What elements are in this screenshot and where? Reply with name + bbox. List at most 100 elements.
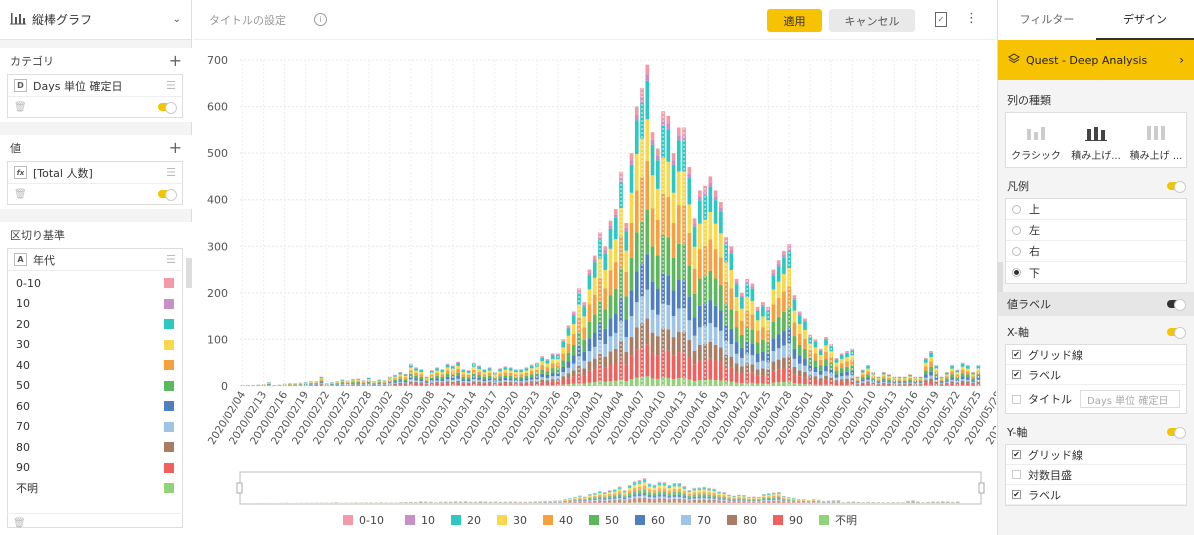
bar-segment bbox=[613, 332, 618, 349]
navigator-bar-segment bbox=[627, 493, 632, 496]
checkbox-checked[interactable] bbox=[1012, 490, 1021, 499]
color-swatch[interactable] bbox=[164, 319, 174, 330]
value-toggle[interactable] bbox=[158, 189, 177, 201]
color-swatch[interactable] bbox=[164, 380, 174, 391]
y-axis-labels[interactable]: ラベル bbox=[1006, 485, 1186, 505]
menu-icon[interactable]: ☰ bbox=[166, 79, 176, 92]
menu-icon[interactable]: ☰ bbox=[166, 166, 176, 179]
tab-design[interactable]: デザイン bbox=[1096, 0, 1194, 40]
x-axis-title-input[interactable]: Days 単位 確定日 bbox=[1080, 390, 1180, 408]
y-axis-toggle[interactable] bbox=[1167, 427, 1186, 439]
chart-title-input[interactable]: タイトルの設定 bbox=[209, 14, 286, 27]
breakdown-item[interactable]: 30 bbox=[8, 335, 182, 356]
add-category-icon[interactable]: + bbox=[168, 51, 182, 70]
column-type-stacked-100[interactable]: 積み上げ ... bbox=[1126, 113, 1186, 167]
more-options-icon[interactable]: ⋮ bbox=[965, 11, 978, 26]
bar-segment bbox=[671, 337, 676, 356]
tab-filter[interactable]: フィルター bbox=[1019, 13, 1075, 26]
color-swatch[interactable] bbox=[164, 298, 174, 309]
chart-type-selector[interactable]: 縦棒グラフ ⌄ bbox=[0, 0, 191, 40]
breakdown-item[interactable]: 50 bbox=[8, 376, 182, 397]
quest-deep-analysis-button[interactable]: Quest - Deep Analysis › bbox=[998, 40, 1194, 80]
bar-segment bbox=[393, 383, 397, 385]
breakdown-item[interactable]: 20 bbox=[8, 314, 182, 335]
legend-position-bottom[interactable]: 下 bbox=[1006, 262, 1186, 283]
bar-segment bbox=[966, 368, 970, 372]
bar-segment bbox=[461, 370, 466, 373]
legend-toggle[interactable] bbox=[1167, 181, 1186, 193]
bar-segment bbox=[629, 164, 634, 193]
value-label-toggle[interactable] bbox=[1167, 299, 1186, 311]
bar-segment bbox=[561, 379, 566, 385]
checkbox-checked[interactable] bbox=[1012, 370, 1021, 379]
color-swatch[interactable] bbox=[164, 360, 174, 371]
add-value-icon[interactable]: + bbox=[168, 138, 182, 157]
trash-icon[interactable]: 🗑 bbox=[14, 101, 27, 113]
navigator-bar-segment bbox=[727, 499, 731, 501]
column-type-stacked[interactable]: 積み上げ... bbox=[1066, 113, 1126, 167]
legend-position-left[interactable]: 左 bbox=[1006, 220, 1186, 241]
x-axis-toggle[interactable] bbox=[1167, 327, 1186, 339]
navigator-bar-segment bbox=[662, 485, 667, 489]
checkbox-unchecked[interactable] bbox=[1012, 394, 1021, 404]
breakdown-item[interactable]: 40 bbox=[8, 355, 182, 376]
bar-segment bbox=[571, 345, 576, 356]
x-axis-gridlines[interactable]: グリッド線 bbox=[1006, 345, 1186, 365]
color-swatch[interactable] bbox=[164, 339, 174, 350]
bar-segment bbox=[414, 372, 418, 376]
x-axis-labels[interactable]: ラベル bbox=[1006, 365, 1186, 385]
trash-icon[interactable]: 🗑 bbox=[14, 188, 27, 200]
checkbox-checked[interactable] bbox=[1012, 450, 1021, 459]
menu-icon[interactable]: ☰ bbox=[166, 253, 176, 266]
bar-segment bbox=[267, 383, 271, 384]
bar-segment bbox=[477, 381, 481, 384]
checkbox-unchecked[interactable] bbox=[1012, 470, 1021, 479]
color-swatch[interactable] bbox=[164, 462, 174, 473]
y-axis-gridlines[interactable]: グリッド線 bbox=[1006, 445, 1186, 465]
bar-segment bbox=[792, 322, 797, 337]
color-swatch[interactable] bbox=[164, 442, 174, 453]
trash-icon[interactable]: 🗑 bbox=[13, 518, 26, 529]
breakdown-item[interactable]: 80 bbox=[8, 437, 182, 458]
bar-segment bbox=[356, 384, 361, 386]
breakdown-item[interactable]: 不明 bbox=[8, 478, 182, 499]
category-field[interactable]: D Days 単位 確定日 ☰ bbox=[8, 75, 182, 97]
breakdown-field[interactable]: A 年代 ☰ bbox=[8, 249, 182, 271]
value-label-row: 値ラベル bbox=[998, 292, 1194, 316]
column-type-classic[interactable]: クラシック bbox=[1006, 113, 1066, 167]
value-field[interactable]: fx [Total 人数] ☰ bbox=[8, 162, 182, 184]
category-toggle[interactable] bbox=[158, 102, 177, 114]
y-axis-log-scale[interactable]: 対数目盛 bbox=[1006, 465, 1186, 485]
apply-button[interactable]: 適用 bbox=[767, 9, 822, 32]
bar-segment bbox=[592, 358, 597, 370]
color-swatch[interactable] bbox=[164, 421, 174, 432]
bar-segment bbox=[950, 374, 954, 378]
navigator-bar-segment bbox=[732, 497, 736, 498]
bar-segment bbox=[808, 364, 813, 371]
collapse-handle[interactable] bbox=[186, 258, 192, 288]
bar-segment bbox=[545, 367, 550, 372]
breakdown-item[interactable]: 90 bbox=[8, 458, 182, 479]
legend-position-right[interactable]: 右 bbox=[1006, 241, 1186, 262]
export-document-icon[interactable]: ✓ bbox=[935, 12, 947, 27]
chevron-down-icon[interactable]: ⌄ bbox=[172, 14, 181, 25]
collapse-handle[interactable] bbox=[998, 262, 1003, 292]
breakdown-item[interactable]: 10 bbox=[8, 294, 182, 315]
color-swatch[interactable] bbox=[164, 401, 174, 412]
info-icon[interactable]: i bbox=[314, 13, 327, 26]
legend-label: 0-10 bbox=[359, 514, 384, 527]
cancel-button[interactable]: キャンセル bbox=[829, 9, 915, 32]
breakdown-item[interactable]: 0-10 bbox=[8, 273, 182, 294]
breakdown-item[interactable]: 70 bbox=[8, 417, 182, 438]
bar-segment bbox=[619, 208, 623, 237]
bar-segment bbox=[571, 355, 576, 364]
breakdown-item[interactable]: 60 bbox=[8, 396, 182, 417]
bar-segment bbox=[682, 127, 686, 136]
bar-segment bbox=[508, 372, 513, 376]
bar-segment bbox=[923, 377, 928, 381]
bar-segment bbox=[440, 374, 445, 377]
checkbox-checked[interactable] bbox=[1012, 350, 1021, 359]
legend-position-top[interactable]: 上 bbox=[1006, 199, 1186, 220]
color-swatch[interactable] bbox=[164, 278, 174, 289]
color-swatch[interactable] bbox=[164, 483, 174, 494]
